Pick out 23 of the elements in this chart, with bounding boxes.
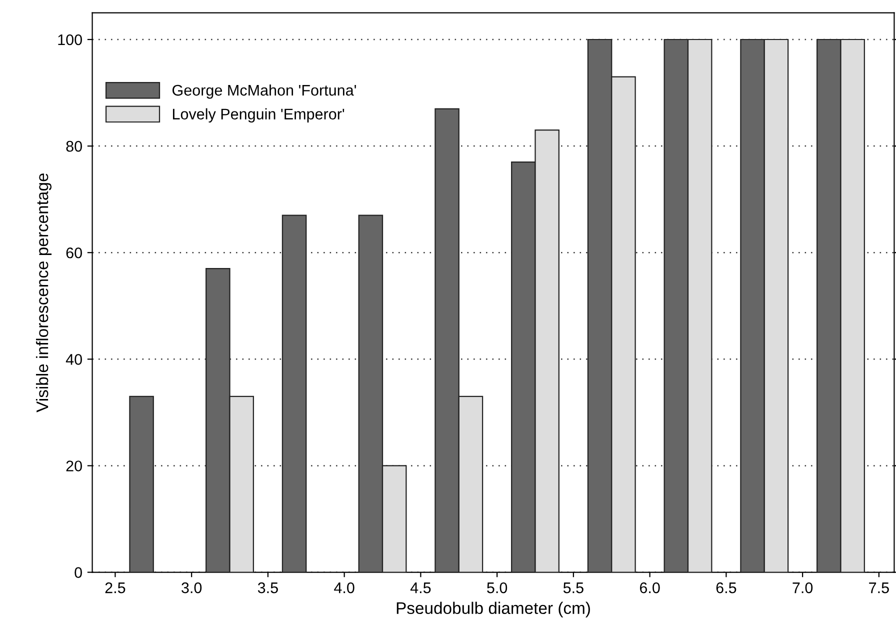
y-axis-title: Visible inflorescence percentage (36, 173, 52, 412)
y-tick-label: 60 (66, 247, 82, 258)
x-tick-label: 2.5 (105, 582, 126, 594)
x-tick-label: 5.5 (563, 582, 584, 594)
y-tick-label: 0 (74, 567, 82, 578)
y-tick-label: 20 (66, 460, 82, 472)
x-tick-label: 7.5 (869, 582, 889, 594)
y-tick-label: 80 (66, 140, 82, 152)
y-tick-label: 100 (58, 34, 82, 46)
x-tick-label: 5.0 (487, 582, 508, 594)
y-tick-label: 40 (66, 354, 82, 365)
x-tick-label: 3.5 (258, 582, 278, 594)
legend-label: George McMahon 'Fortuna' (172, 84, 356, 99)
x-tick-label: 4.0 (334, 582, 354, 594)
x-tick-label: 6.0 (640, 582, 660, 594)
x-tick-label: 6.5 (716, 582, 736, 594)
x-tick-label: 3.0 (182, 582, 202, 594)
x-tick-label: 7.0 (792, 582, 813, 594)
bar (129, 396, 154, 572)
legend-label: Lovely Penguin 'Emperor' (172, 108, 344, 122)
x-axis-title: Pseudobulb diameter (cm) (396, 602, 590, 618)
bar (282, 214, 307, 572)
x-tick-label: 4.5 (410, 582, 431, 594)
